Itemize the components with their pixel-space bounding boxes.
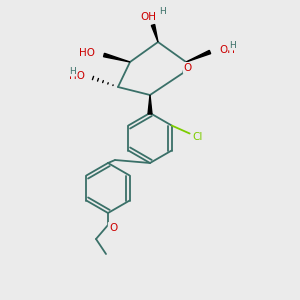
Text: O: O bbox=[109, 223, 117, 233]
Text: H: H bbox=[229, 40, 236, 50]
Text: OH: OH bbox=[219, 45, 235, 55]
Text: HO: HO bbox=[69, 71, 85, 81]
Polygon shape bbox=[148, 95, 152, 114]
Text: H: H bbox=[70, 67, 76, 76]
Text: OH: OH bbox=[140, 12, 156, 22]
Polygon shape bbox=[151, 25, 158, 42]
Text: HO: HO bbox=[79, 48, 95, 58]
Polygon shape bbox=[186, 50, 211, 62]
Text: Cl: Cl bbox=[193, 131, 203, 142]
Text: O: O bbox=[184, 63, 192, 73]
Text: H: H bbox=[160, 8, 167, 16]
Polygon shape bbox=[103, 53, 130, 62]
